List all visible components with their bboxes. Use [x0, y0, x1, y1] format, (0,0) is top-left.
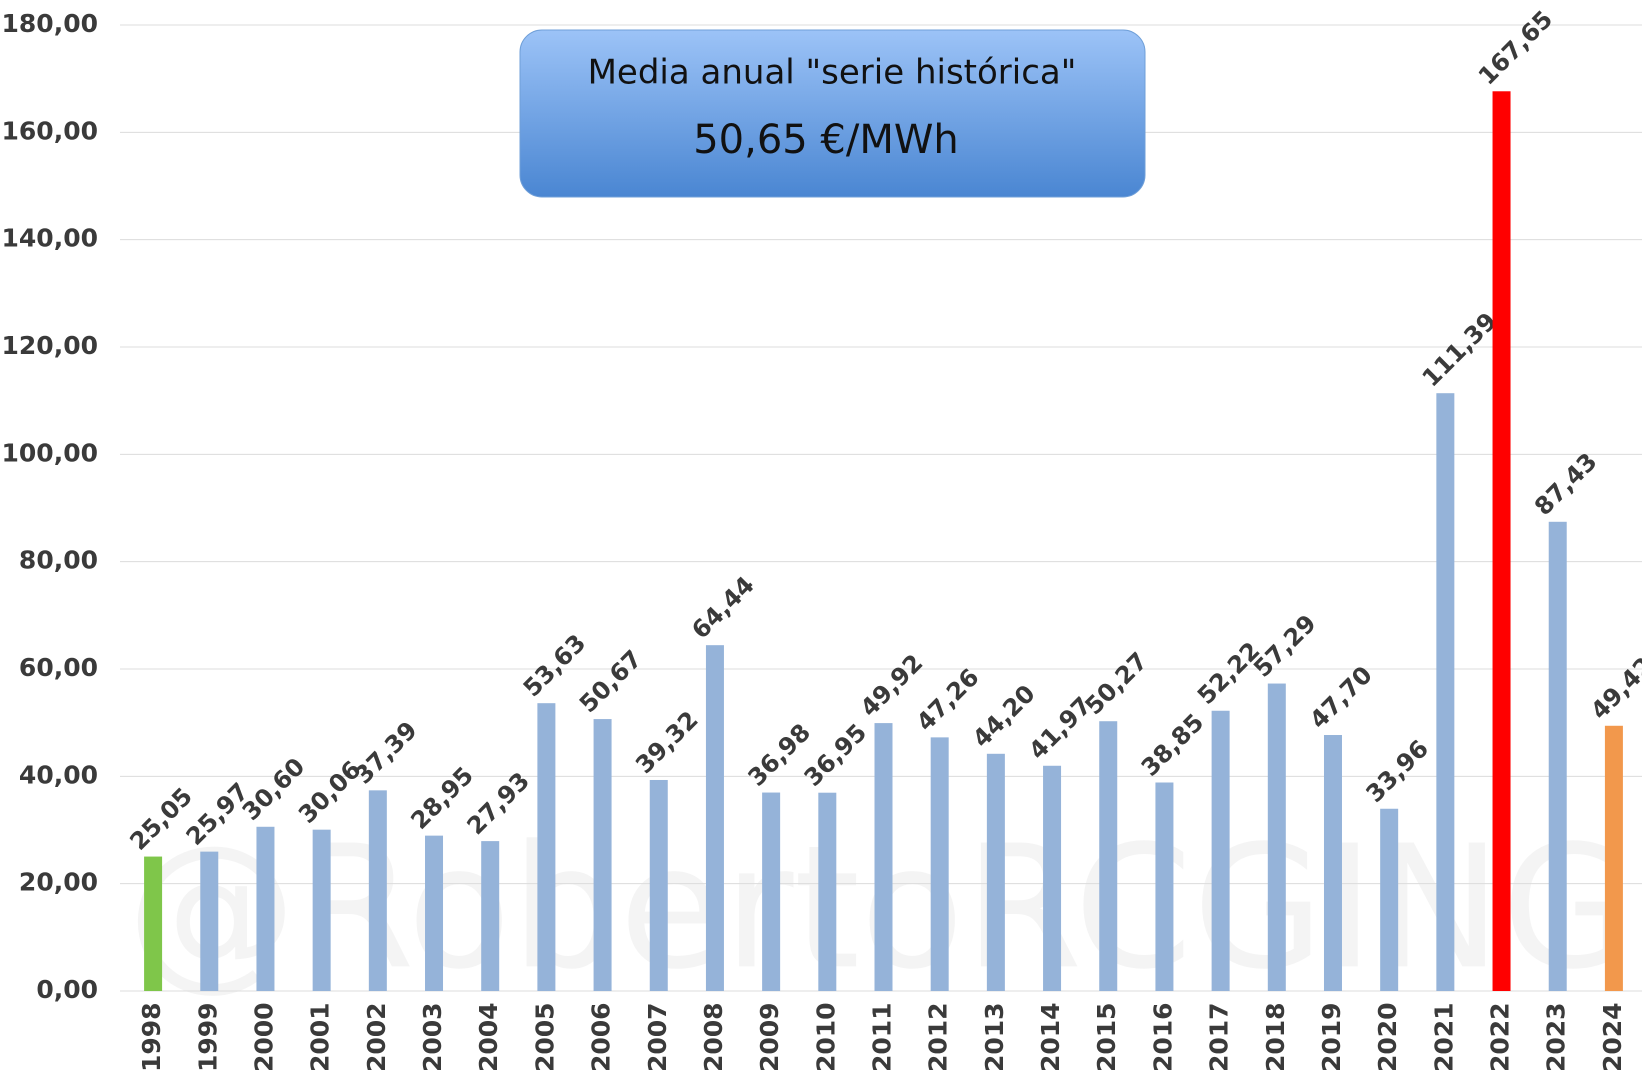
x-tick-label: 2023 [1542, 1002, 1571, 1072]
bar [705, 645, 724, 991]
data-label: 87,43 [1529, 448, 1602, 521]
x-tick-label: 2006 [587, 1002, 616, 1072]
bar [874, 723, 893, 991]
bar [1267, 683, 1286, 991]
x-tick-label: 2013 [980, 1002, 1009, 1072]
x-tick-label: 2007 [643, 1002, 672, 1072]
bar [200, 851, 219, 991]
data-label: 167,65 [1473, 5, 1558, 90]
bar [649, 779, 668, 991]
bar [144, 856, 163, 991]
bar [368, 790, 387, 991]
y-tick-label: 160,00 [2, 116, 98, 145]
x-tick-label: 2017 [1205, 1002, 1234, 1072]
data-label: 37,39 [349, 716, 422, 789]
x-tick-label: 2015 [1092, 1002, 1121, 1072]
data-label: 52,22 [1192, 636, 1265, 709]
x-tick-label: 2020 [1373, 1002, 1402, 1072]
y-tick-label: 120,00 [2, 331, 98, 360]
bar [762, 792, 781, 991]
x-tick-label: 2014 [1036, 1002, 1065, 1072]
x-tick-label: 2018 [1261, 1002, 1290, 1072]
y-tick-label: 20,00 [19, 868, 98, 897]
bar [1323, 735, 1342, 991]
data-label: 50,27 [1080, 647, 1153, 720]
data-label: 36,95 [799, 718, 872, 791]
x-tick-label: 1998 [137, 1002, 166, 1072]
bar [425, 835, 444, 991]
x-tick-label: 2004 [474, 1002, 503, 1072]
x-tick-label: 2005 [530, 1002, 559, 1072]
x-tick-label: 2024 [1598, 1002, 1627, 1072]
x-tick-label: 2021 [1429, 1002, 1458, 1072]
bar [930, 737, 949, 991]
data-label: 49,42 [1585, 651, 1642, 724]
x-tick-label: 2003 [418, 1002, 447, 1072]
data-label: 111,39 [1417, 307, 1502, 392]
annotation-box [519, 29, 1146, 198]
x-tick-label: 2000 [249, 1002, 278, 1072]
y-tick-label: 140,00 [2, 224, 98, 253]
data-label: 39,32 [630, 706, 703, 779]
y-tick-label: 100,00 [2, 438, 98, 467]
y-tick-label: 180,00 [2, 9, 98, 38]
y-tick-label: 80,00 [19, 546, 98, 575]
x-tick-label: 2009 [755, 1002, 784, 1072]
x-tick-label: 2012 [924, 1002, 953, 1072]
bar [481, 841, 500, 991]
x-tick-label: 2022 [1486, 1002, 1515, 1072]
bar [818, 792, 837, 991]
bar [537, 703, 556, 991]
x-tick-label: 2008 [699, 1002, 728, 1072]
bar [1604, 725, 1623, 991]
bar [1155, 782, 1174, 991]
bar [1548, 521, 1567, 991]
x-tick-label: 2019 [1317, 1002, 1346, 1072]
bar [1380, 808, 1399, 991]
data-label: 64,44 [686, 571, 759, 644]
bar [1099, 721, 1118, 991]
data-label: 57,29 [1248, 609, 1321, 682]
data-label: 47,70 [1304, 661, 1377, 734]
x-tick-label: 2010 [811, 1002, 840, 1072]
y-tick-label: 60,00 [19, 653, 98, 682]
data-label: 38,85 [1136, 708, 1209, 781]
data-label: 33,96 [1361, 734, 1434, 807]
bar [593, 719, 612, 991]
bar [986, 753, 1005, 991]
bar [312, 829, 331, 991]
x-tick-label: 2002 [362, 1002, 391, 1072]
data-label: 36,98 [743, 718, 816, 791]
bar [1043, 765, 1062, 991]
bar [1492, 91, 1511, 992]
y-tick-label: 40,00 [19, 760, 98, 789]
y-tick-label: 0,00 [36, 975, 98, 1004]
x-tick-label: 1999 [193, 1002, 222, 1072]
x-tick-label: 2011 [868, 1002, 897, 1072]
annotation-value: 50,65 €/MWh [693, 117, 959, 163]
bar [1211, 710, 1230, 991]
data-label: 50,67 [574, 645, 647, 718]
x-tick-label: 2016 [1148, 1002, 1177, 1072]
bar [1436, 393, 1455, 991]
x-tick-label: 2001 [306, 1002, 335, 1072]
annotation-title: Media anual "serie histórica" [588, 53, 1077, 93]
bar [256, 826, 275, 991]
